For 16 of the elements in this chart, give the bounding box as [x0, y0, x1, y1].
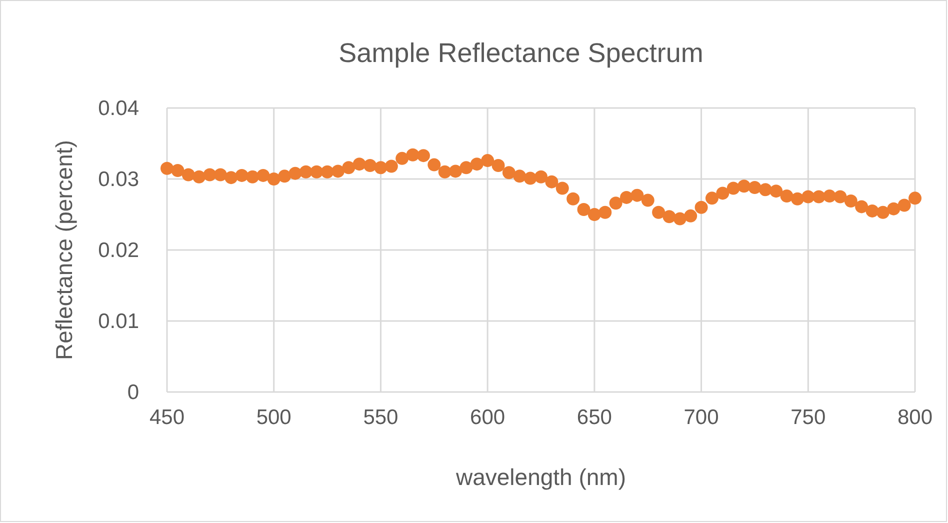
x-tick-label: 450 — [149, 406, 185, 429]
x-tick-label: 700 — [684, 406, 719, 429]
y-axis-title: Reflectance (percent) — [51, 140, 77, 360]
y-tick-label: 0.01 — [98, 310, 139, 333]
x-tick-label: 550 — [363, 406, 398, 429]
x-axis-title: wavelength (nm) — [454, 464, 626, 490]
x-tick-label: 650 — [576, 406, 612, 429]
y-tick-label: 0.02 — [98, 239, 139, 262]
x-tick-label: 600 — [470, 406, 506, 429]
x-tick-label: 500 — [256, 406, 292, 429]
y-tick-label: 0 — [127, 381, 139, 404]
y-tick-label: 0.04 — [98, 97, 140, 120]
chart-title: Sample Reflectance Spectrum — [338, 38, 704, 68]
x-tick-label: 750 — [790, 406, 826, 429]
x-tick-label: 800 — [897, 406, 933, 429]
y-tick-label: 0.03 — [98, 168, 139, 191]
